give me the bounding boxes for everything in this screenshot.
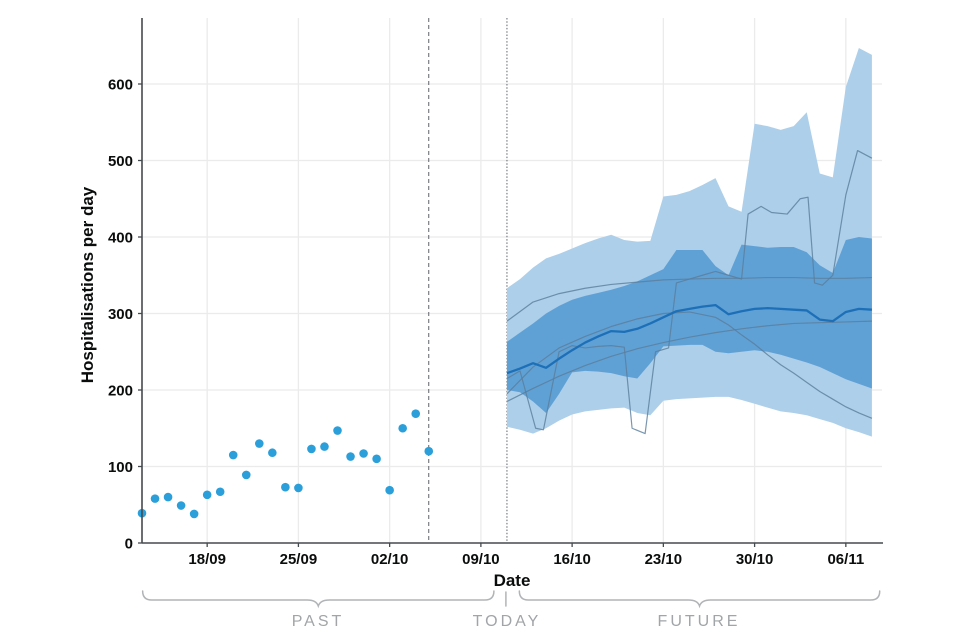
model-trajectories <box>506 149 873 435</box>
observed-point <box>163 492 173 502</box>
median-projection-line <box>506 303 872 375</box>
tick-label: 400 <box>108 230 133 247</box>
tick-label: 500 <box>108 153 133 170</box>
tick-label: 200 <box>108 383 133 400</box>
tick-label: 23/10 <box>645 551 683 568</box>
future-zone-label: FUTURE <box>657 613 741 630</box>
observed-point <box>359 449 368 458</box>
observed-point <box>150 494 160 503</box>
observed-point <box>411 409 421 419</box>
tick-label: 06/11 <box>827 551 864 568</box>
observed-point <box>307 444 316 454</box>
projection-bands <box>506 48 872 437</box>
observed-point <box>228 450 238 460</box>
tick-label: 18/09 <box>188 551 226 568</box>
observed-point <box>424 446 434 456</box>
tick-label: 25/09 <box>280 551 318 568</box>
tick-label: 09/10 <box>462 551 500 568</box>
observed-point <box>281 482 290 492</box>
past-zone-label: PAST <box>291 613 345 630</box>
observed-point <box>398 423 407 433</box>
observed-point <box>294 483 303 493</box>
tick-label: 600 <box>108 77 133 94</box>
tick-label: 30/10 <box>736 551 774 568</box>
x-axis-title: Date <box>493 571 531 590</box>
observed-point <box>241 470 251 480</box>
axes <box>138 18 883 547</box>
observed-point <box>255 439 264 448</box>
observed-point <box>189 509 199 519</box>
model-3-trajectory <box>506 320 872 403</box>
observed-points <box>137 409 434 519</box>
model-4-trajectory <box>506 149 873 435</box>
timeline-braces <box>141 590 881 609</box>
tick-labels: 0 100 200 300 400 500 600 18/09 25/09 02/10 09/10 1… <box>108 77 864 569</box>
tick-label: 0 <box>125 536 133 553</box>
inner-confidence-band <box>506 237 872 413</box>
tick-label: 02/10 <box>371 551 409 568</box>
observed-point <box>215 487 225 497</box>
marker-lines <box>428 18 508 543</box>
observed-point <box>346 452 355 461</box>
observed-point <box>372 454 381 464</box>
tick-label: 100 <box>108 459 133 476</box>
observed-point <box>176 501 186 510</box>
tick-label: 300 <box>108 306 133 323</box>
observed-point <box>268 448 277 458</box>
tick-label: 16/10 <box>553 551 591 568</box>
past-brace <box>141 590 495 609</box>
observed-point <box>333 426 342 435</box>
future-brace <box>518 590 881 609</box>
model-2-trajectory <box>506 311 873 419</box>
median <box>506 303 872 375</box>
observed-point <box>385 485 394 495</box>
observed-point <box>320 442 329 451</box>
y-axis-title: Hospitalisations per day <box>78 186 97 384</box>
today-zone-label: TODAY <box>472 613 542 630</box>
observed-point <box>202 490 212 500</box>
